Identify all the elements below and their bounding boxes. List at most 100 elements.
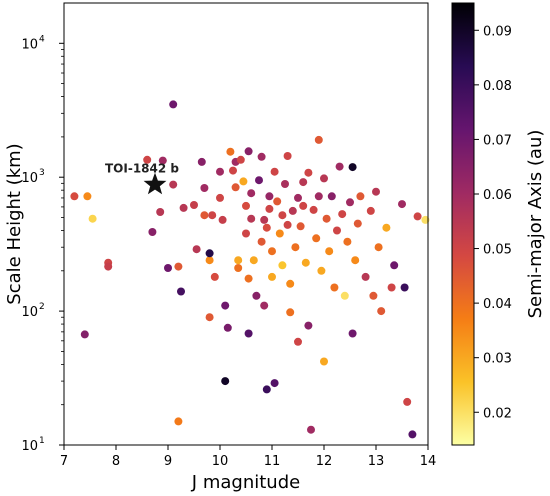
data-point	[234, 264, 243, 272]
x-tick-label: 9	[164, 454, 172, 469]
colorbar-ticks: 0.02 0.03 0.04 0.05 0.06 0.07 0.08 0.09	[474, 24, 512, 421]
data-point	[314, 192, 323, 201]
data-point	[301, 258, 310, 267]
data-point	[421, 215, 430, 224]
data-point	[372, 187, 380, 196]
colorbar-tick-label: 0.03	[483, 352, 512, 367]
data-point	[294, 193, 302, 202]
data-point	[104, 262, 113, 271]
data-point	[242, 201, 250, 210]
data-point	[369, 291, 378, 300]
data-point	[390, 261, 399, 270]
data-point	[260, 215, 269, 224]
data-point	[377, 307, 386, 316]
data-point	[252, 291, 261, 300]
data-point	[205, 256, 214, 265]
data-point	[382, 223, 391, 232]
data-point	[200, 211, 209, 220]
data-point	[322, 214, 331, 223]
colorbar-tick-label: 0.05	[483, 243, 512, 258]
data-point	[179, 203, 188, 212]
y-tick-exponent: 4	[39, 34, 45, 44]
data-point	[325, 247, 334, 256]
data-point	[249, 256, 258, 265]
data-point	[210, 272, 219, 281]
data-point	[366, 206, 375, 215]
data-point	[353, 219, 362, 228]
colorbar-tick-label: 0.07	[483, 133, 512, 148]
x-tick-label: 13	[368, 454, 385, 469]
data-point	[330, 283, 339, 292]
x-tick-label: 8	[112, 454, 120, 469]
highlight-label: TOI-1842 b	[105, 162, 179, 176]
x-axis-title: J magnitude	[191, 472, 300, 493]
data-point	[304, 168, 313, 177]
data-point	[283, 152, 292, 160]
y-tick-label: 10	[21, 37, 38, 52]
y-tick-exponent: 1	[39, 436, 45, 446]
data-point	[239, 177, 248, 186]
data-point	[205, 313, 214, 322]
data-point	[158, 156, 167, 165]
data-point	[283, 220, 292, 229]
data-point	[286, 279, 295, 288]
data-point	[216, 167, 224, 176]
y-axis-title: Scale Height (km)	[4, 143, 25, 304]
data-point	[262, 385, 271, 394]
data-point	[216, 193, 224, 202]
data-point	[265, 192, 274, 201]
data-point	[320, 357, 328, 366]
data-point	[83, 192, 92, 201]
data-point	[288, 206, 297, 215]
data-point	[231, 183, 240, 192]
data-points	[70, 100, 430, 439]
data-point	[268, 272, 276, 281]
data-point	[247, 189, 256, 198]
data-point	[143, 155, 152, 164]
x-tick-label: 11	[264, 454, 281, 469]
data-point	[299, 201, 308, 210]
data-point	[255, 176, 263, 185]
data-point	[223, 323, 232, 332]
colorbar-tick-label: 0.02	[483, 406, 512, 421]
data-point	[314, 135, 323, 144]
data-point	[275, 229, 284, 238]
data-point	[278, 261, 287, 270]
data-point	[200, 184, 209, 192]
data-point	[317, 266, 326, 275]
data-point	[296, 222, 305, 231]
x-tick-label: 7	[60, 454, 68, 469]
data-point	[408, 430, 417, 439]
data-point	[226, 147, 235, 156]
data-point	[403, 397, 412, 406]
data-point	[291, 243, 300, 252]
y-tick-exponent: 2	[39, 302, 45, 312]
data-point	[299, 178, 308, 187]
plot-frame	[63, 2, 429, 446]
data-point	[343, 237, 352, 246]
data-point	[270, 379, 279, 388]
data-point	[374, 243, 383, 252]
data-point	[294, 337, 302, 346]
data-point	[268, 247, 276, 256]
data-point	[244, 329, 253, 338]
data-point	[273, 197, 282, 206]
data-point	[164, 264, 172, 272]
data-point	[270, 167, 279, 176]
data-point	[197, 157, 206, 166]
data-point	[346, 198, 354, 207]
x-axis: 7 8 9 10 11 12 13 14	[60, 445, 436, 469]
colorbar-tick-label: 0.04	[483, 297, 512, 312]
colorbar-tick-label: 0.06	[483, 188, 512, 203]
data-point	[333, 226, 341, 235]
data-point	[413, 212, 422, 221]
data-point	[221, 377, 230, 386]
colorbar-title: Semi-major Axis (au)	[525, 130, 546, 319]
highlight-layer: TOI-1842 b	[105, 162, 179, 195]
data-point	[229, 166, 237, 175]
data-point	[257, 152, 266, 161]
data-point	[205, 249, 214, 258]
colorbar-tick-label: 0.09	[483, 24, 512, 39]
data-point	[257, 237, 266, 246]
y-tick-label: 10	[21, 305, 38, 320]
